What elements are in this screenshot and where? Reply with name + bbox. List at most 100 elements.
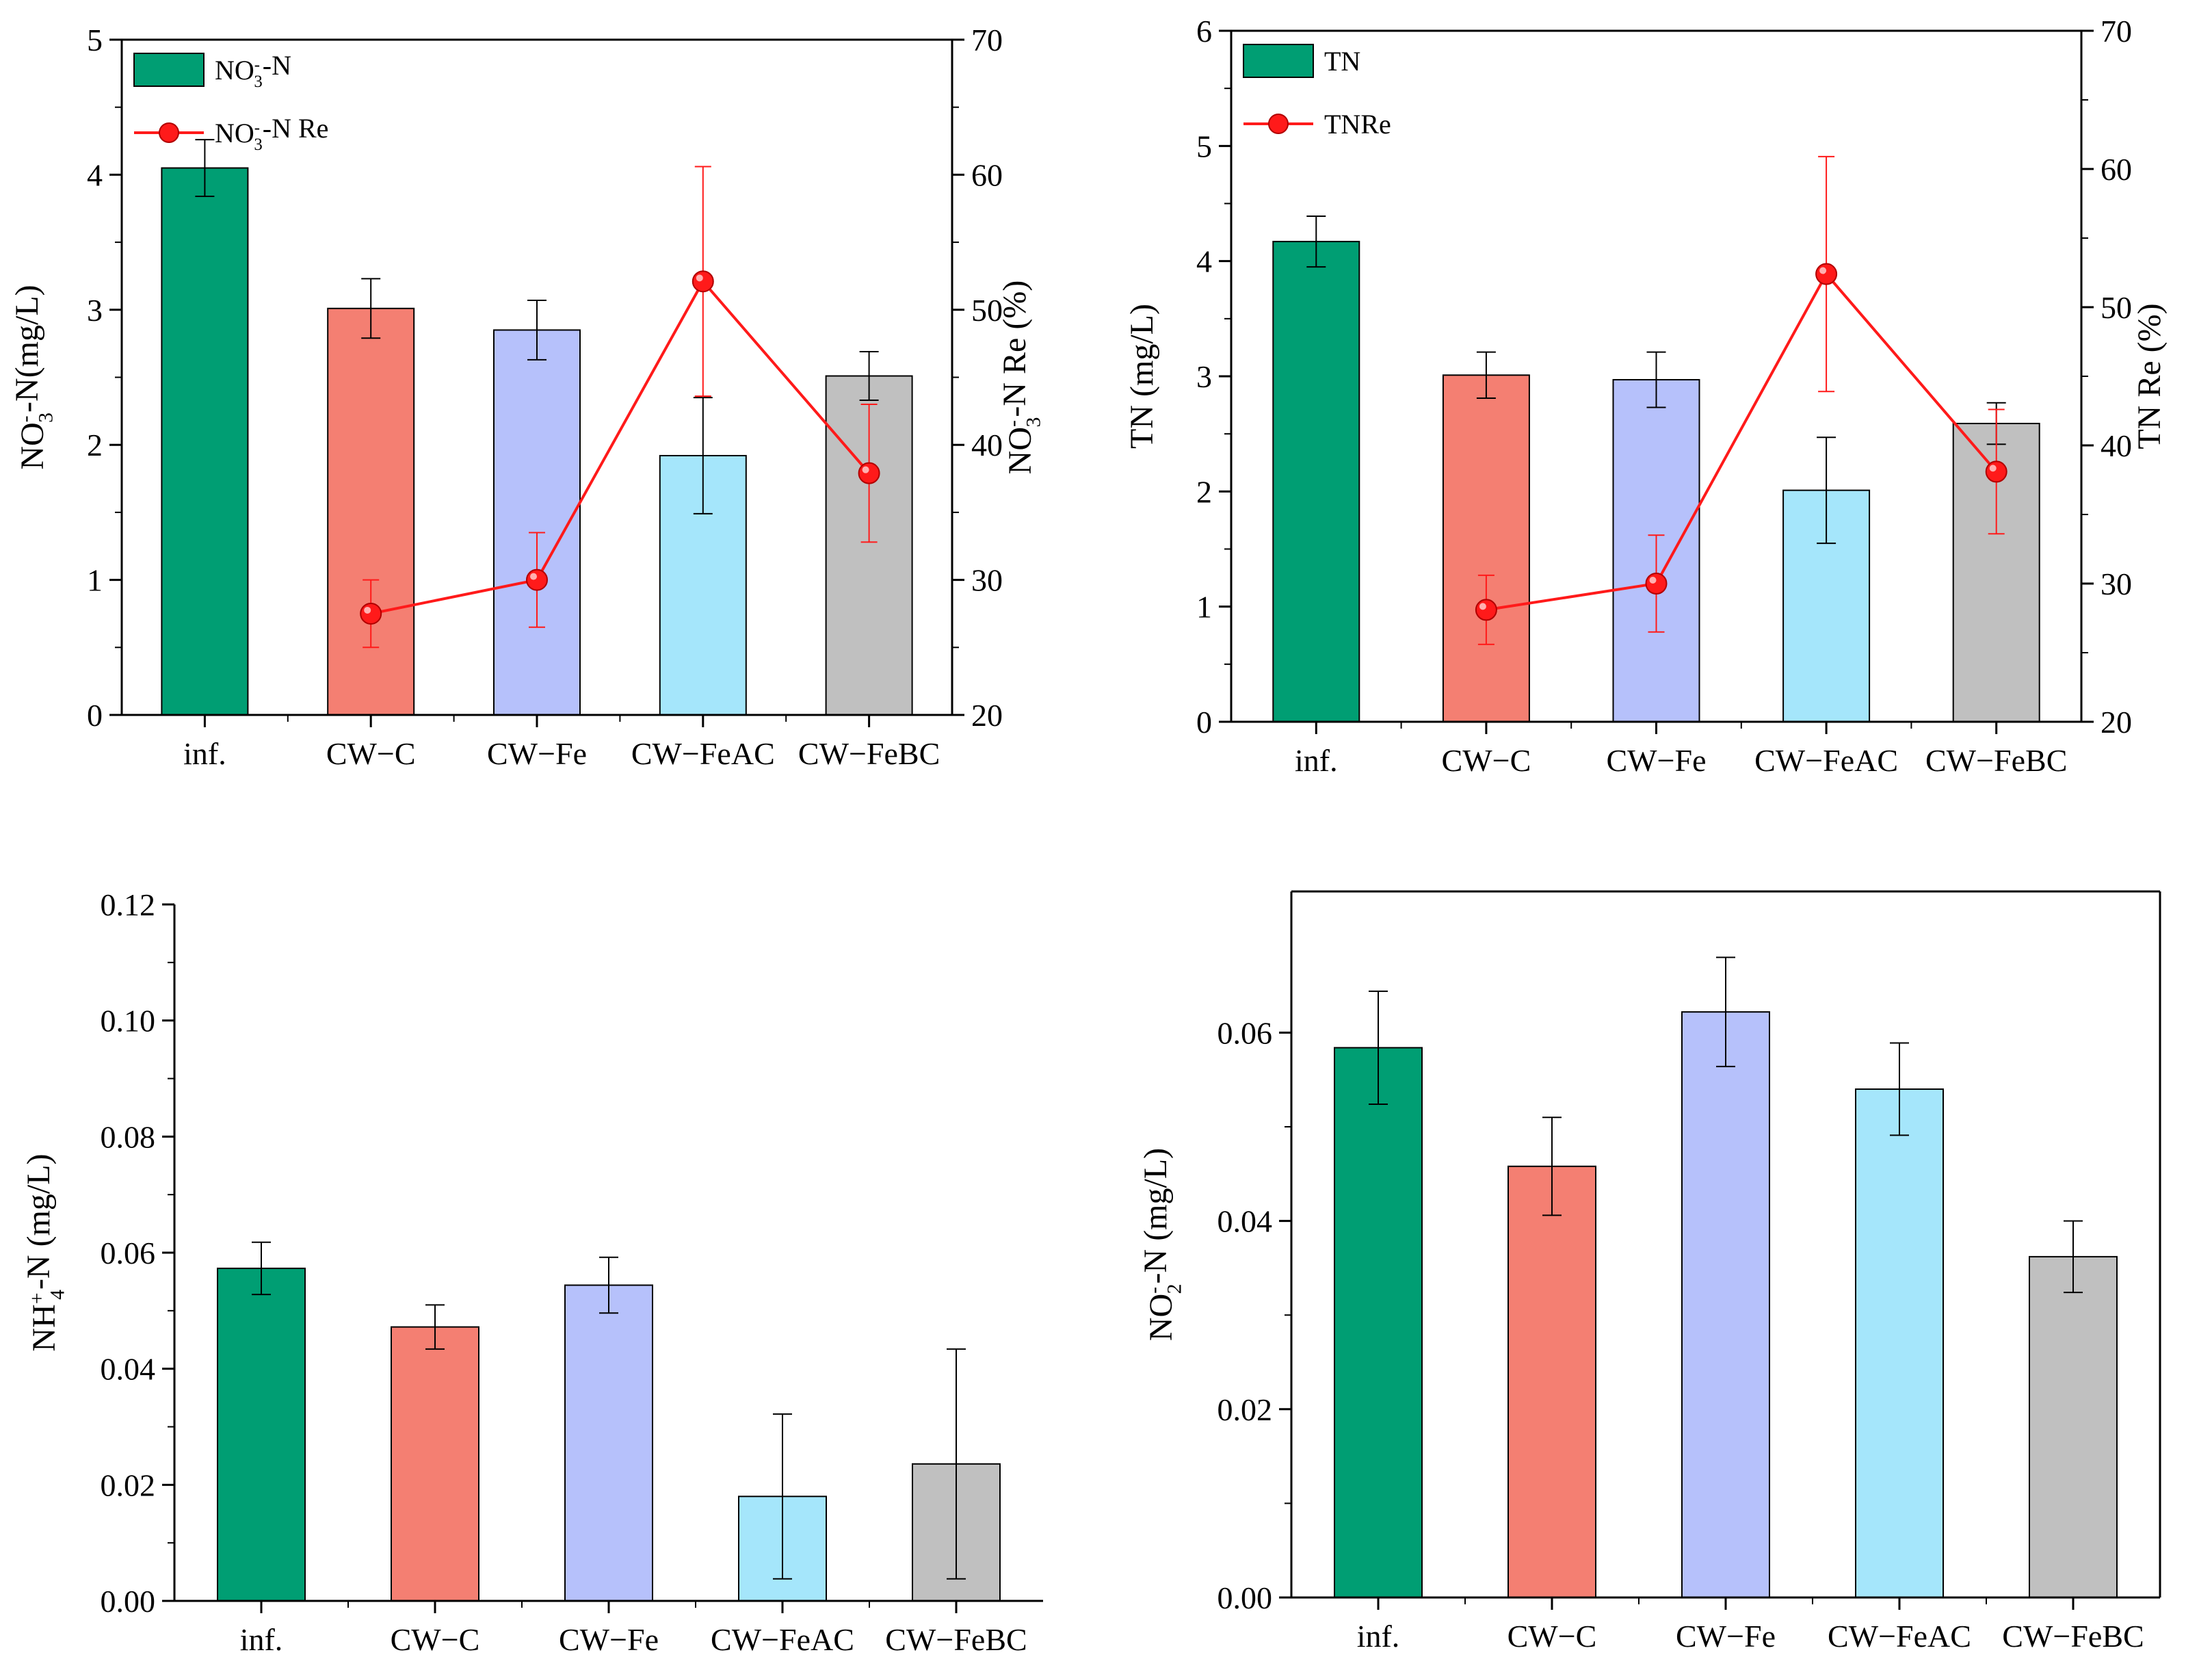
chart-no2: 0.00 0.02 0.04 0.06 inf. CW−C CW−Fe CW−FeAC CW−F… <box>1137 890 2161 1654</box>
y-tick-label: 0.12 <box>101 887 156 922</box>
x-tick-label: CW−FeAC <box>631 736 775 771</box>
line-point-no3-3 <box>692 270 714 293</box>
y-tick-label: 3 <box>87 293 103 328</box>
line-point-highlight <box>1819 267 1827 274</box>
legend-label-no3-0-rest: -N <box>263 50 291 81</box>
bar-tn-0 <box>1272 241 1360 722</box>
y-axis-title-no3-sup: - <box>14 415 37 422</box>
y-tick-label: 0 <box>87 698 103 733</box>
y-axis-title-no2-sub: 2 <box>1163 1283 1185 1294</box>
y-axis-title-nh4: NH+4-N (mg/L) <box>21 1153 69 1351</box>
y-axis-title-no3-rest: -N(mg/L) <box>9 285 45 413</box>
line-point-highlight <box>530 573 537 580</box>
x-tick-label: inf. <box>1295 743 1338 778</box>
error-bar-nh4-4 <box>947 1348 966 1580</box>
line-point-highlight <box>862 466 869 473</box>
y-tick-label: 0.00 <box>101 1584 156 1619</box>
legend-label-no3-1: NO-3-N Re <box>215 113 328 154</box>
y-tick-label: 0.06 <box>1217 1015 1273 1050</box>
legend-label-no3-1-main: NO <box>215 118 254 148</box>
error-bar-no3-4 <box>859 350 879 402</box>
legend-label-no3-1-sub: 3 <box>254 135 262 154</box>
y-axis-title-tn: TN (mg/L) <box>1124 304 1160 449</box>
x-tick-label: CW−Fe <box>1676 1619 1776 1654</box>
legend-label-no3-0: NO-3-N <box>215 50 291 91</box>
x-tick-label: CW−Fe <box>1606 743 1706 778</box>
line-point-tn-3 <box>1815 263 1838 285</box>
y2-tick-label: 70 <box>2101 14 2132 49</box>
error-bar-no2-0 <box>1369 990 1388 1105</box>
error-bar-nh4-3 <box>773 1413 792 1580</box>
error-bar-no2-3 <box>1890 1042 1909 1136</box>
y-tick-label: 1 <box>1196 590 1212 625</box>
y-tick-label: 3 <box>1196 359 1212 394</box>
bar-no3-0 <box>161 167 249 716</box>
error-bar-tn-3 <box>1817 436 1836 545</box>
legend-swatch-marker <box>1268 114 1289 134</box>
bar-no2-2 <box>1681 1011 1770 1599</box>
y2-axis-title-tn-main: TN Re (%) <box>2131 303 2168 449</box>
y2-tick-label: 40 <box>971 428 1003 462</box>
legend-label-tn-0-main: TN <box>1324 46 1360 77</box>
y-tick-label: 0.04 <box>101 1352 156 1387</box>
y-tick-label: 6 <box>1196 14 1212 49</box>
x-tick-label: inf. <box>1357 1619 1400 1654</box>
y2-tick-label: 30 <box>971 563 1003 598</box>
error-bar-nh4-1 <box>425 1304 445 1350</box>
y-axis-title-nh4-sup: + <box>26 1292 49 1304</box>
y-axis-title-no3-main: NO <box>14 422 51 469</box>
y2-tick-label: 50 <box>2101 290 2132 325</box>
x-tick-label: CW−C <box>1507 1619 1597 1654</box>
bar-nh4-0 <box>217 1267 306 1602</box>
line-point-tn-4 <box>1985 460 2007 483</box>
y-tick-label: 2 <box>87 428 103 462</box>
bar-no2-4 <box>2029 1255 2118 1598</box>
y2-axis-title-no3-rest: -N Re (%) <box>997 280 1033 417</box>
y-axis-title-no3: NO-3-N(mg/L) <box>9 285 57 469</box>
bar-no2-0 <box>1334 1047 1423 1598</box>
bar-no2-1 <box>1507 1165 1596 1598</box>
legend-label-no3-1-sup: - <box>254 118 260 137</box>
line-point-tn-2 <box>1645 573 1668 595</box>
y-tick-label: 0.08 <box>101 1119 156 1154</box>
error-bar-nh4-2 <box>599 1256 618 1314</box>
y-tick-label: 4 <box>1196 244 1212 279</box>
legend-swatch-marker <box>159 122 179 143</box>
y-axis-title-no2: NO-2-N (mg/L) <box>1137 1148 1186 1341</box>
y2-tick-label: 40 <box>2101 428 2132 463</box>
error-bar-no3-0 <box>195 139 215 197</box>
error-bar-tn-1 <box>1476 351 1496 399</box>
line-point-no3-1 <box>360 602 382 625</box>
bar-no3-1 <box>327 307 415 716</box>
y-tick-label: 0.02 <box>101 1467 156 1502</box>
x-tick-label: CW−Fe <box>487 736 587 771</box>
line-point-highlight <box>1989 465 1997 472</box>
y-tick-label: 2 <box>1196 474 1212 509</box>
y2-tick-label: 60 <box>971 157 1003 192</box>
y-tick-label: 0.10 <box>101 1004 156 1039</box>
x-tick-label: CW−FeAC <box>1828 1619 1971 1654</box>
legend-swatch-bar <box>1243 44 1314 78</box>
y2-tick-label: 70 <box>971 23 1003 57</box>
legend-label-no3-0-main: NO <box>215 55 254 86</box>
y-axis-title-no2-rest: -N (mg/L) <box>1137 1148 1174 1284</box>
line-point-tn-1 <box>1475 599 1497 621</box>
error-bar-tn-0 <box>1306 216 1326 268</box>
legend-label-tn-0: TN <box>1324 46 1360 77</box>
y2-axis-title-no3-sup: - <box>1002 420 1025 427</box>
x-tick-label: CW−FeAC <box>1754 743 1898 778</box>
error-bar-no2-4 <box>2064 1220 2083 1294</box>
error-bar-nh4-0 <box>252 1241 271 1296</box>
x-tick-label: inf. <box>240 1622 283 1657</box>
error-bar-tn-2 <box>1646 351 1666 408</box>
y-tick-label: 0.00 <box>1217 1580 1273 1615</box>
bar-no3-2 <box>493 329 581 716</box>
y-tick-label: 5 <box>1196 129 1212 164</box>
y-axis-title-nh4-rest: -N (mg/L) <box>21 1153 57 1290</box>
y-axis-title-no2-main: NO <box>1143 1294 1179 1341</box>
y-axis-title-nh4-sub: 4 <box>46 1290 68 1300</box>
error-bar-no2-2 <box>1716 956 1735 1067</box>
series-line-no3 <box>370 278 871 615</box>
